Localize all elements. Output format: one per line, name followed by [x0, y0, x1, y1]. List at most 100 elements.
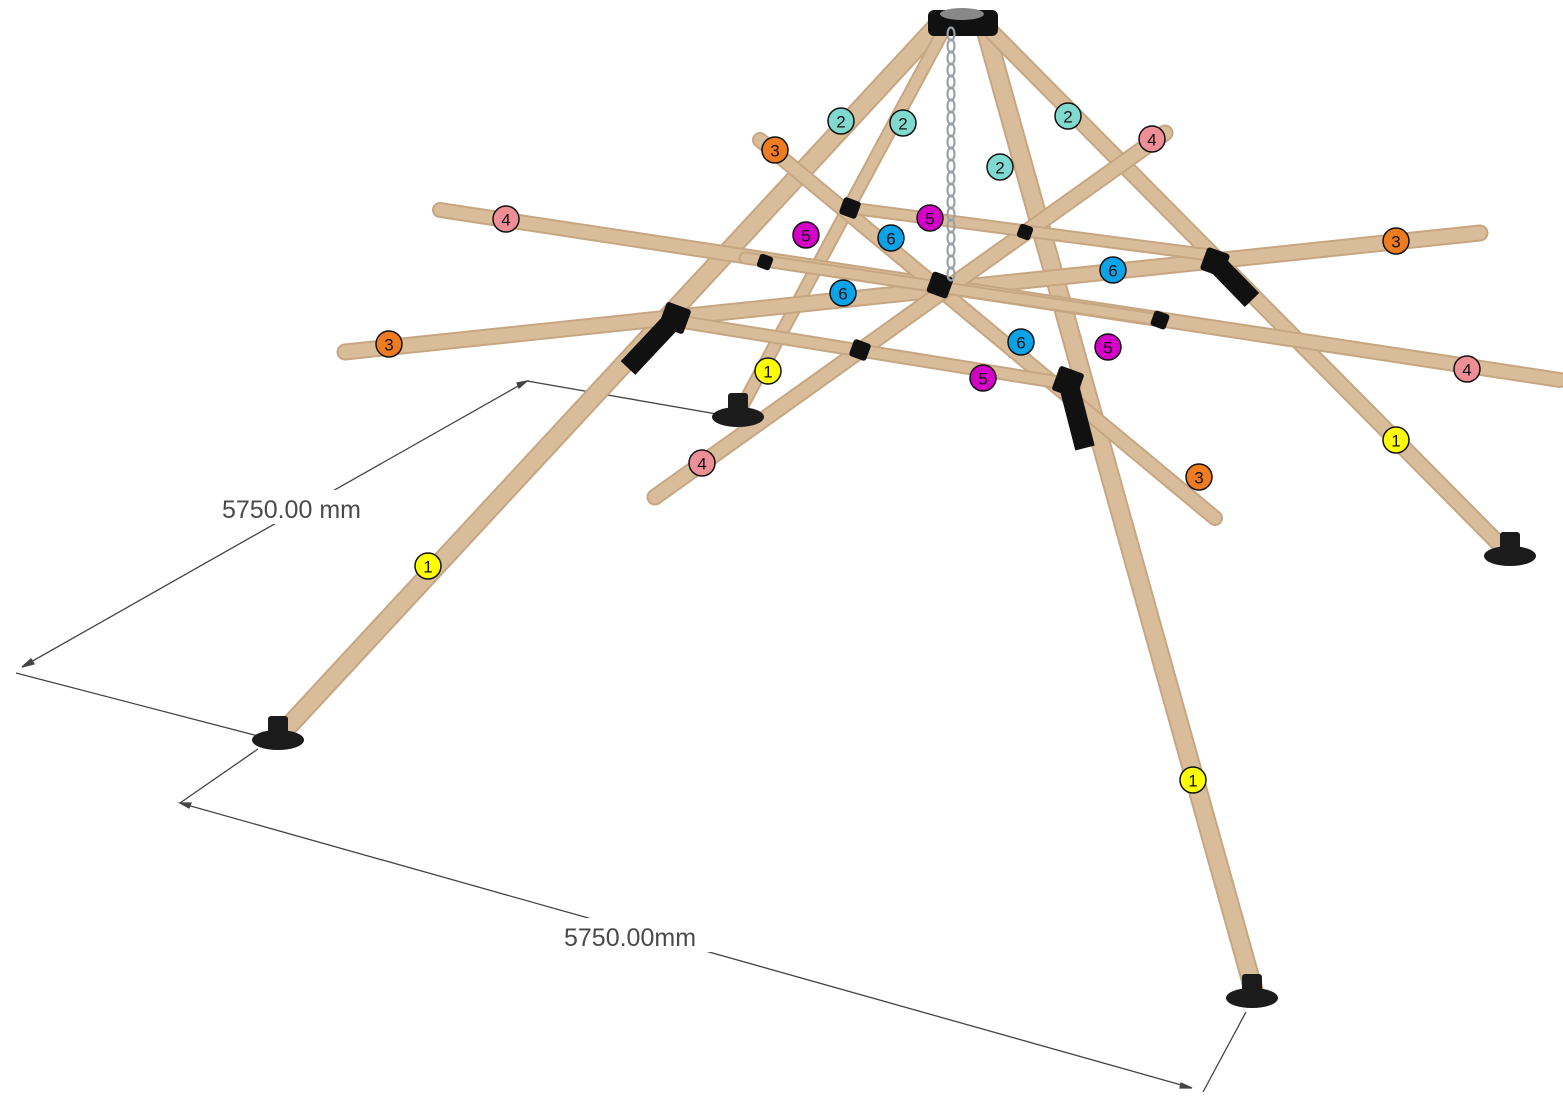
part-badge-circle: [375, 330, 403, 358]
part-badge-number: 2: [898, 115, 907, 134]
foot-plate-front-right: [1226, 988, 1278, 1008]
part-badge-circle: [877, 224, 905, 252]
part-badge-2: 2: [827, 107, 855, 135]
part-badge-number: 6: [1108, 262, 1117, 281]
extension-line-left-top: [526, 380, 735, 418]
part-badge-circle: [792, 221, 820, 249]
leg-sleeve-right: [1207, 255, 1260, 307]
dimension-lines: [15, 379, 1247, 1093]
part-badge-circle: [889, 109, 917, 137]
part-badge-6: 6: [829, 279, 857, 307]
apex-plate: [940, 8, 984, 20]
part-badge-number: 5: [801, 227, 810, 246]
part-badge-5: 5: [916, 204, 944, 232]
part-badge-number: 4: [1462, 361, 1471, 380]
joint-connector-back: [839, 197, 861, 219]
part-badge-number: 3: [384, 336, 393, 355]
arrowhead: [21, 657, 36, 668]
dimension-label-left: 5750.00 mm: [222, 496, 361, 524]
joint-connector-mid-left: [756, 253, 774, 271]
part-badge-number: 1: [1188, 772, 1197, 791]
part-badge-circle: [1382, 426, 1410, 454]
part-badge-circle: [492, 205, 520, 233]
part-badge-4: 4: [492, 205, 520, 233]
dimension-label-bg-front: [556, 918, 724, 952]
part-badge-number: 5: [925, 210, 934, 229]
cross-pole-3-back-front-highlight: [754, 134, 1221, 524]
foot-plate-front-left-sleeve: [268, 716, 288, 738]
part-badge-circle: [829, 279, 857, 307]
part-badge-number: 3: [1391, 233, 1400, 252]
arrowhead: [516, 379, 530, 390]
part-badge-circle: [1007, 328, 1035, 356]
hanging-chain: [946, 26, 956, 282]
part-badge-number: 5: [1103, 339, 1112, 358]
cross-pole-3-left-right-highlight: [338, 226, 1487, 359]
part-badge-circle: [986, 153, 1014, 181]
part-badge-6: 6: [877, 224, 905, 252]
arrowhead: [1179, 1082, 1193, 1089]
foot-plate-back-left: [712, 407, 764, 427]
part-badge-number: 3: [1194, 469, 1203, 488]
part-badge-number: 4: [1147, 131, 1156, 150]
foot-plate-back-right: [1484, 546, 1536, 566]
part-badge-circle: [1382, 227, 1410, 255]
part-badge-number: 1: [763, 363, 772, 382]
part-badge-number: 5: [978, 370, 987, 389]
part-badge-number: 4: [501, 211, 510, 230]
part-badge-4: 4: [1138, 125, 1166, 153]
part-badge-number: 4: [697, 455, 706, 474]
part-badge-6: 6: [1099, 256, 1127, 284]
part-badge-3: 3: [375, 330, 403, 358]
part-badge-3: 3: [1382, 227, 1410, 255]
part-badge-circle: [1453, 355, 1481, 383]
arrowhead: [177, 802, 192, 809]
part-badge-2: 2: [986, 153, 1014, 181]
part-badge-4: 4: [688, 449, 716, 477]
part-badge-circle: [761, 136, 789, 164]
part-badge-circle: [1094, 333, 1122, 361]
part-badge-circle: [827, 107, 855, 135]
part-badge-number: 6: [838, 285, 847, 304]
chain-link: [946, 266, 956, 282]
extension-line-front-left: [179, 748, 259, 804]
wooden-poles: [275, 18, 1563, 1005]
foot-plate-front-left: [252, 730, 304, 750]
joint-connector-mid-front-left: [849, 339, 871, 361]
leg-pole-front-left-highlight: [277, 20, 943, 738]
part-badge-circle: [969, 364, 997, 392]
part-badge-circle: [1054, 102, 1082, 130]
part-badge-3: 3: [1185, 463, 1213, 491]
part-badge-1: 1: [1179, 766, 1207, 794]
foot-plate-back-right-sleeve: [1500, 532, 1520, 554]
part-badge-4: 4: [1453, 355, 1481, 383]
hub-connector-center: [926, 271, 954, 299]
joint-connector-mid-right: [1150, 310, 1170, 330]
extension-line-front-right: [1202, 1011, 1247, 1093]
leg-pole-front-right-highlight: [977, 20, 1263, 1003]
ring-pole-5-front-highlight: [665, 315, 1080, 390]
part-badge-2: 2: [1054, 102, 1082, 130]
foot-plate-front-right-sleeve: [1242, 974, 1262, 996]
part-badge-circle: [1185, 463, 1213, 491]
part-badge-circle: [414, 552, 442, 580]
part-badge-circle: [688, 449, 716, 477]
part-badge-circle: [1138, 125, 1166, 153]
part-badge-number: 1: [1391, 432, 1400, 451]
part-badge-circle: [754, 357, 782, 385]
part-badge-1: 1: [1382, 426, 1410, 454]
part-badge-5: 5: [792, 221, 820, 249]
dimension-label-front: 5750.00mm: [564, 924, 696, 952]
part-number-badges: 1 1 1 1 2 2 2 2 3 3 3 3 4 4 4 4 5 5 5 5 6 6 6 6: [375, 102, 1481, 794]
leg-sleeve-left: [620, 311, 683, 375]
part-badge-6: 6: [1007, 328, 1035, 356]
part-badge-number: 6: [886, 230, 895, 249]
part-badge-2: 2: [889, 109, 917, 137]
spoke-pole-6-a-highlight: [740, 253, 1165, 325]
part-badge-circle: [1179, 766, 1207, 794]
part-badge-number: 2: [1063, 108, 1072, 127]
dimension-label-bg-left: [212, 490, 402, 524]
part-badge-5: 5: [969, 364, 997, 392]
part-badge-number: 2: [836, 113, 845, 132]
joint-connector-mid-back: [1016, 223, 1034, 241]
